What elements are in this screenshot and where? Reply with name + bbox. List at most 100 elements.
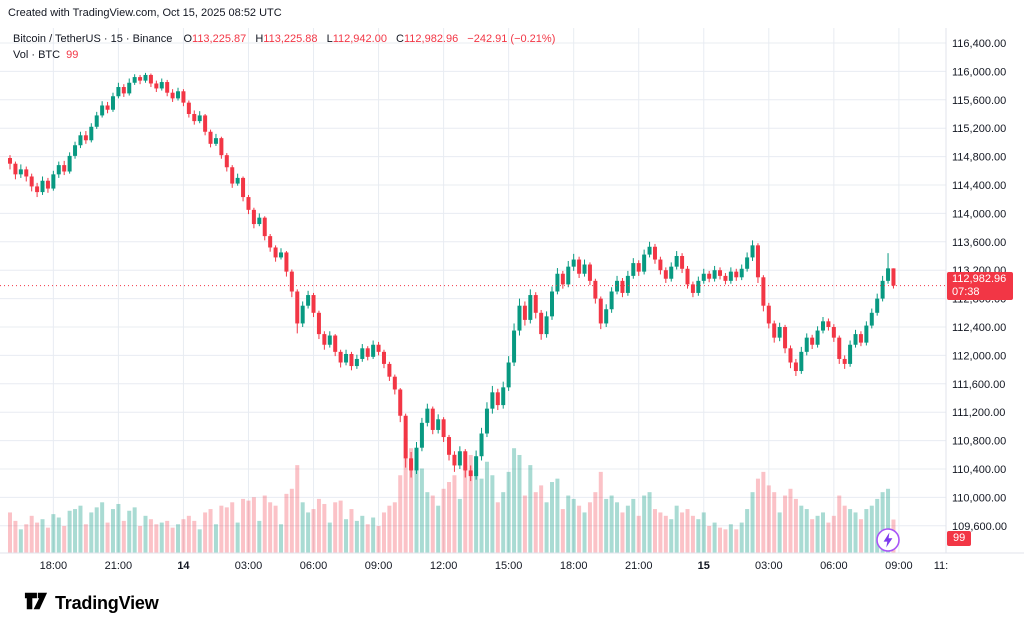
volume-bar <box>100 502 105 553</box>
candle-down <box>192 114 197 122</box>
volume-bar <box>409 448 414 553</box>
volume-bar <box>13 520 18 553</box>
volume-bar <box>604 498 609 553</box>
volume-bar <box>376 525 381 553</box>
volume-bar <box>598 471 603 553</box>
candle-down <box>230 167 235 184</box>
close-label: C <box>396 33 404 45</box>
candle-up <box>67 155 72 172</box>
candle-down <box>316 312 321 335</box>
volume-bar <box>29 515 34 553</box>
volume-bar <box>159 522 164 553</box>
volume-bar <box>772 492 777 553</box>
volume-bar <box>680 512 685 553</box>
volume-bar <box>67 510 72 553</box>
candle-down <box>268 236 273 248</box>
candle-down <box>858 334 863 343</box>
volume-bar <box>631 498 636 553</box>
volume-bar <box>224 507 229 553</box>
price-tick-label: 115,600.00 <box>952 95 1006 107</box>
candle-up <box>279 252 283 258</box>
candle-up <box>371 344 376 357</box>
footer-branding[interactable]: TradingView <box>24 590 159 617</box>
volume-bar <box>875 498 880 553</box>
volume-bar <box>322 503 327 553</box>
candle-up <box>143 74 148 81</box>
volume-bar <box>555 478 560 553</box>
candle-down <box>577 259 582 274</box>
volume-bar <box>333 502 338 553</box>
volume-bar <box>831 515 836 553</box>
volume-bar <box>723 529 728 553</box>
volume-bar <box>484 461 489 553</box>
volume-bar <box>804 509 809 553</box>
low-label: L <box>326 33 333 45</box>
volume-bar <box>208 509 213 553</box>
volume-bar <box>858 519 863 553</box>
volume-bar <box>495 502 500 553</box>
volume-bar <box>506 471 511 553</box>
volume-bar <box>425 492 430 553</box>
volume-bar <box>522 495 527 553</box>
candle-down <box>652 246 657 260</box>
symbol-title[interactable]: Bitcoin / TetherUS · 15 · Binance <box>13 33 173 45</box>
candle-down <box>793 362 798 372</box>
high-label: H <box>255 33 264 45</box>
candle-up <box>176 91 181 99</box>
volume-bar <box>110 509 115 553</box>
volume-bar <box>327 522 332 553</box>
candle-up <box>419 422 424 448</box>
volume-bar <box>219 505 224 553</box>
volume-bar <box>463 465 468 553</box>
candle-up <box>712 270 717 279</box>
candle-down <box>381 351 386 364</box>
volume-bar <box>821 512 825 553</box>
candle-down <box>338 351 343 363</box>
candlestick-chart[interactable]: 116,400.00 116,000.00 115,600.00 115,200.00… <box>0 0 1024 582</box>
candle-up <box>517 305 522 331</box>
candle-up <box>127 82 132 94</box>
volume-title[interactable]: Vol · BTC <box>13 49 61 61</box>
volume-bar <box>479 478 484 553</box>
volume-bar <box>593 492 598 553</box>
candle-up <box>853 334 858 345</box>
candle-up <box>89 126 94 141</box>
volume-bar <box>826 522 831 553</box>
volume-bar <box>251 497 256 553</box>
candle-down <box>311 295 316 313</box>
volume-bar <box>197 529 202 553</box>
candle-up <box>257 217 262 225</box>
volume-bar <box>533 492 538 553</box>
volume-bar <box>647 492 652 553</box>
lightning-icon[interactable] <box>875 527 901 553</box>
time-tick-label: 15 <box>698 560 710 572</box>
volume-bar <box>739 522 744 553</box>
open-value: 113,225.87 <box>192 33 247 45</box>
volume-bar <box>577 505 582 553</box>
volume-bar <box>414 458 419 553</box>
candle-up <box>625 275 630 293</box>
candle-up <box>848 344 853 364</box>
volume-bar <box>306 512 311 553</box>
candle-down <box>755 245 760 278</box>
price-tick-label: 112,000.00 <box>952 350 1006 362</box>
candle-down <box>148 74 153 84</box>
volume-bar <box>51 514 56 553</box>
candle-down <box>208 131 213 144</box>
time-tick-label: 12:00 <box>430 560 458 572</box>
volume-bar <box>642 495 647 553</box>
candle-down <box>289 271 294 292</box>
candle-up <box>875 298 880 313</box>
volume-bar <box>8 512 12 553</box>
volume-bar <box>441 488 446 553</box>
volume-bar <box>512 448 517 553</box>
current-price-badge: 112,982.96 07:38 <box>947 271 1013 300</box>
volume-bar <box>457 498 462 553</box>
price-tick-label: 111,200.00 <box>952 407 1005 419</box>
time-tick-label: 21:00 <box>105 560 133 572</box>
candle-up <box>669 266 674 279</box>
candle-down <box>441 419 446 438</box>
candle-down <box>842 358 847 364</box>
volume-bar <box>127 510 132 553</box>
volume-bar <box>138 525 143 553</box>
